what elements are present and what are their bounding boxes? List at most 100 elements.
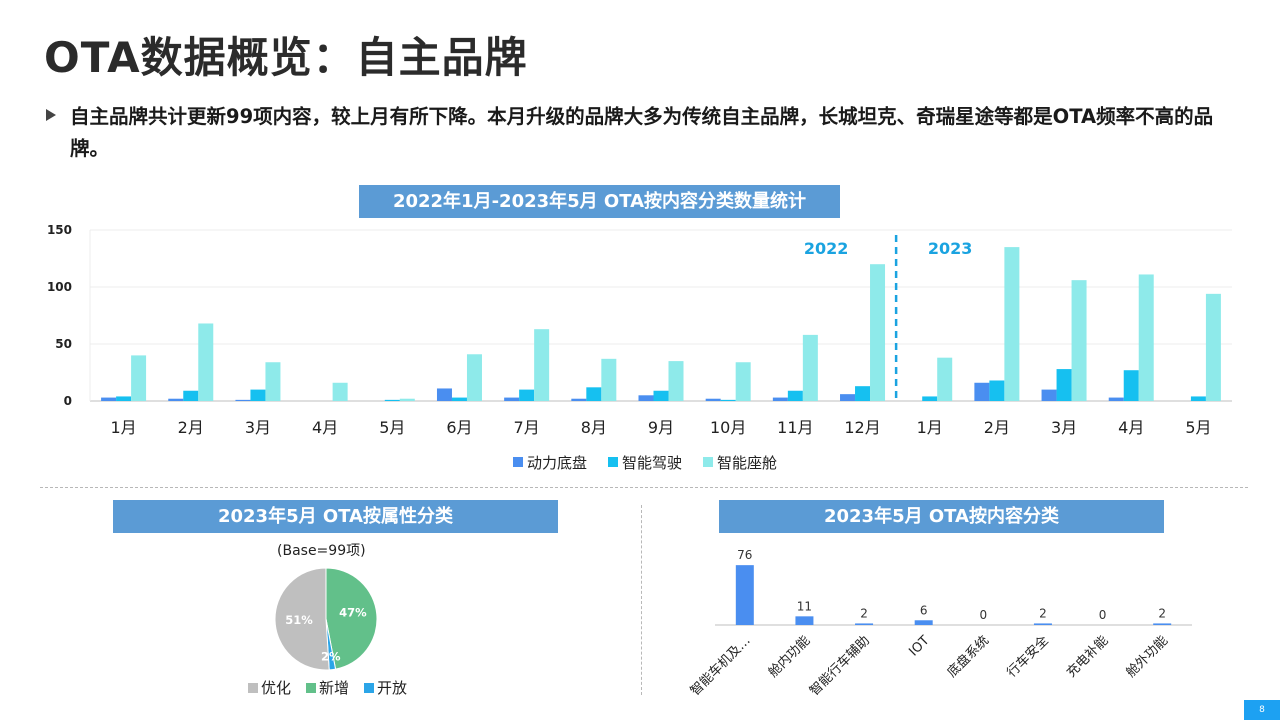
x-tick-label: 4月 [1118,418,1144,437]
content-data-label: 0 [1099,608,1107,622]
content-bar [855,623,874,625]
pie-legend-label: 新增 [319,679,349,697]
content-x-tick-label: 充电补能 [1063,633,1111,681]
bar-chassis [840,394,856,401]
x-tick-label: 5月 [379,418,405,437]
content-x-tick-label: 舱内功能 [765,633,813,681]
content-data-label: 76 [737,548,752,562]
bar-cockpit [1205,293,1221,401]
pie-legend-swatch [306,683,316,693]
bar-chassis [772,397,788,401]
content-x-tick-label: IOT [906,633,932,659]
bar-cockpit [870,264,886,401]
content-x-tick-label: 底盘系统 [944,633,992,681]
bar-cockpit [1004,247,1020,401]
legend-label: 动力底盘 [527,454,587,472]
x-tick-label: 9月 [648,418,674,437]
bar-adas [989,380,1005,401]
bar-cockpit [198,323,214,401]
content-data-label: 2 [860,606,868,620]
bar-chassis [1041,389,1057,401]
horizontal-divider [40,487,1248,488]
x-tick-label: 2月 [984,418,1010,437]
vertical-divider [641,505,642,695]
bar-chassis [101,397,117,401]
content-x-tick-label: 智能行车辅助 [806,633,872,699]
y-tick-label: 0 [64,394,72,408]
pie-legend-label: 优化 [261,679,291,697]
year-label-2023: 2023 [928,239,973,258]
bar-cockpit [534,329,550,401]
content-x-tick-label: 智能车机及… [687,633,753,699]
bar-adas [451,397,467,401]
bar-adas [1123,370,1139,401]
legend-swatch [703,457,713,467]
bar-chassis [705,398,721,401]
main-chart-title: 2022年1月-2023年5月 OTA按内容分类数量统计 [359,185,840,218]
bar-cockpit [1071,280,1087,401]
bar-cockpit [466,354,482,401]
legend-label: 智能驾驶 [622,454,682,472]
x-tick-label: 1月 [110,418,136,437]
content-bar [1153,623,1172,625]
bar-adas [787,390,803,401]
bar-adas [586,387,602,401]
page-title: OTA数据概览：自主品牌 [44,33,528,82]
content-bar [735,565,754,625]
bar-adas [720,399,736,401]
x-tick-label: 2月 [178,418,204,437]
pie-slice-label: 51% [285,613,313,627]
year-label-2022: 2022 [804,239,849,258]
content-data-label: 11 [797,599,812,613]
bullet-arrow-icon [46,109,56,121]
bar-chassis [504,397,520,401]
bar-cockpit [735,362,751,401]
bar-cockpit [131,355,147,401]
pie-legend-swatch [248,683,258,693]
pie-slice-optimize [274,567,330,671]
bar-chassis [638,395,654,401]
x-tick-label: 12月 [844,418,880,437]
content-bar [795,616,814,625]
x-tick-label: 11月 [777,418,813,437]
bar-adas [653,390,669,401]
legend-label: 智能座舱 [717,454,777,472]
pie-base-label: (Base=99项) [277,543,366,559]
x-tick-label: 10月 [710,418,746,437]
x-tick-label: 8月 [581,418,607,437]
bar-cockpit [937,357,953,401]
page-number: 8 [1244,700,1280,720]
pie-legend-label: 开放 [377,679,407,697]
legend-swatch [513,457,523,467]
bar-cockpit [668,361,684,401]
content-bar [1033,623,1052,625]
y-tick-label: 50 [55,337,72,351]
bar-chassis [1108,397,1124,401]
x-tick-label: 3月 [245,418,271,437]
bar-chassis [436,388,452,401]
bar-chassis [235,399,251,401]
bar-adas [116,396,132,401]
bar-adas [384,399,400,401]
x-tick-label: 1月 [917,418,943,437]
x-tick-label: 4月 [312,418,338,437]
bar-adas [1190,396,1206,401]
x-tick-label: 5月 [1185,418,1211,437]
content-bar [914,620,933,625]
pie-legend-swatch [364,683,374,693]
bar-adas [922,396,938,401]
content-chart-title: 2023年5月 OTA按内容分类 [719,500,1164,533]
x-tick-label: 3月 [1051,418,1077,437]
bar-chassis [974,382,990,401]
bar-cockpit [332,382,348,401]
content-data-label: 0 [979,608,987,622]
bar-cockpit [1138,274,1154,401]
content-x-tick-label: 舱外功能 [1124,633,1171,680]
bar-chassis [168,398,184,401]
content-x-tick-label: 行车安全 [1004,633,1052,681]
bar-adas [250,389,266,401]
bar-adas [1056,369,1072,401]
